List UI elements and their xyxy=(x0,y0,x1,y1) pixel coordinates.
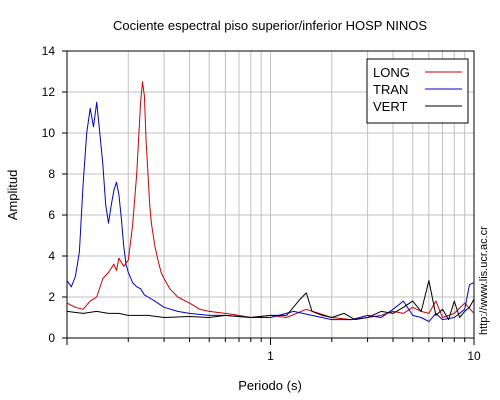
chart-title: Cociente espectral piso superior/inferio… xyxy=(113,18,427,33)
y-tick-label: 2 xyxy=(48,290,55,304)
legend-label-vert: VERT xyxy=(373,99,407,114)
watermark-url: http://www.lis.ucr.ac.cr xyxy=(478,226,490,335)
series-line-long xyxy=(66,81,475,321)
y-tick-label: 6 xyxy=(48,208,55,222)
y-tick-label: 10 xyxy=(42,126,56,140)
y-tick-label: 12 xyxy=(42,85,56,99)
x-tick-label: 10 xyxy=(467,349,481,363)
legend-label-tran: TRAN xyxy=(373,82,408,97)
x-axis-label: Periodo (s) xyxy=(238,378,302,393)
y-tick-label: 0 xyxy=(48,331,55,345)
series-line-tran xyxy=(66,101,475,323)
legend-label-long: LONG xyxy=(373,65,410,80)
legend: LONG TRAN VERT xyxy=(366,58,469,124)
y-tick-label: 14 xyxy=(42,44,56,58)
y-tick-label: 8 xyxy=(48,167,55,181)
y-tick-label: 4 xyxy=(48,249,55,263)
series-layer xyxy=(66,81,475,323)
y-axis-label: Amplitud xyxy=(5,170,20,221)
axes: 0 2 4 6 8 10 12 14 1 10 xyxy=(42,44,481,363)
legend-box xyxy=(366,58,469,124)
series-line-vert xyxy=(66,280,475,321)
grid-lines xyxy=(67,51,474,338)
x-tick-label: 1 xyxy=(267,349,274,363)
